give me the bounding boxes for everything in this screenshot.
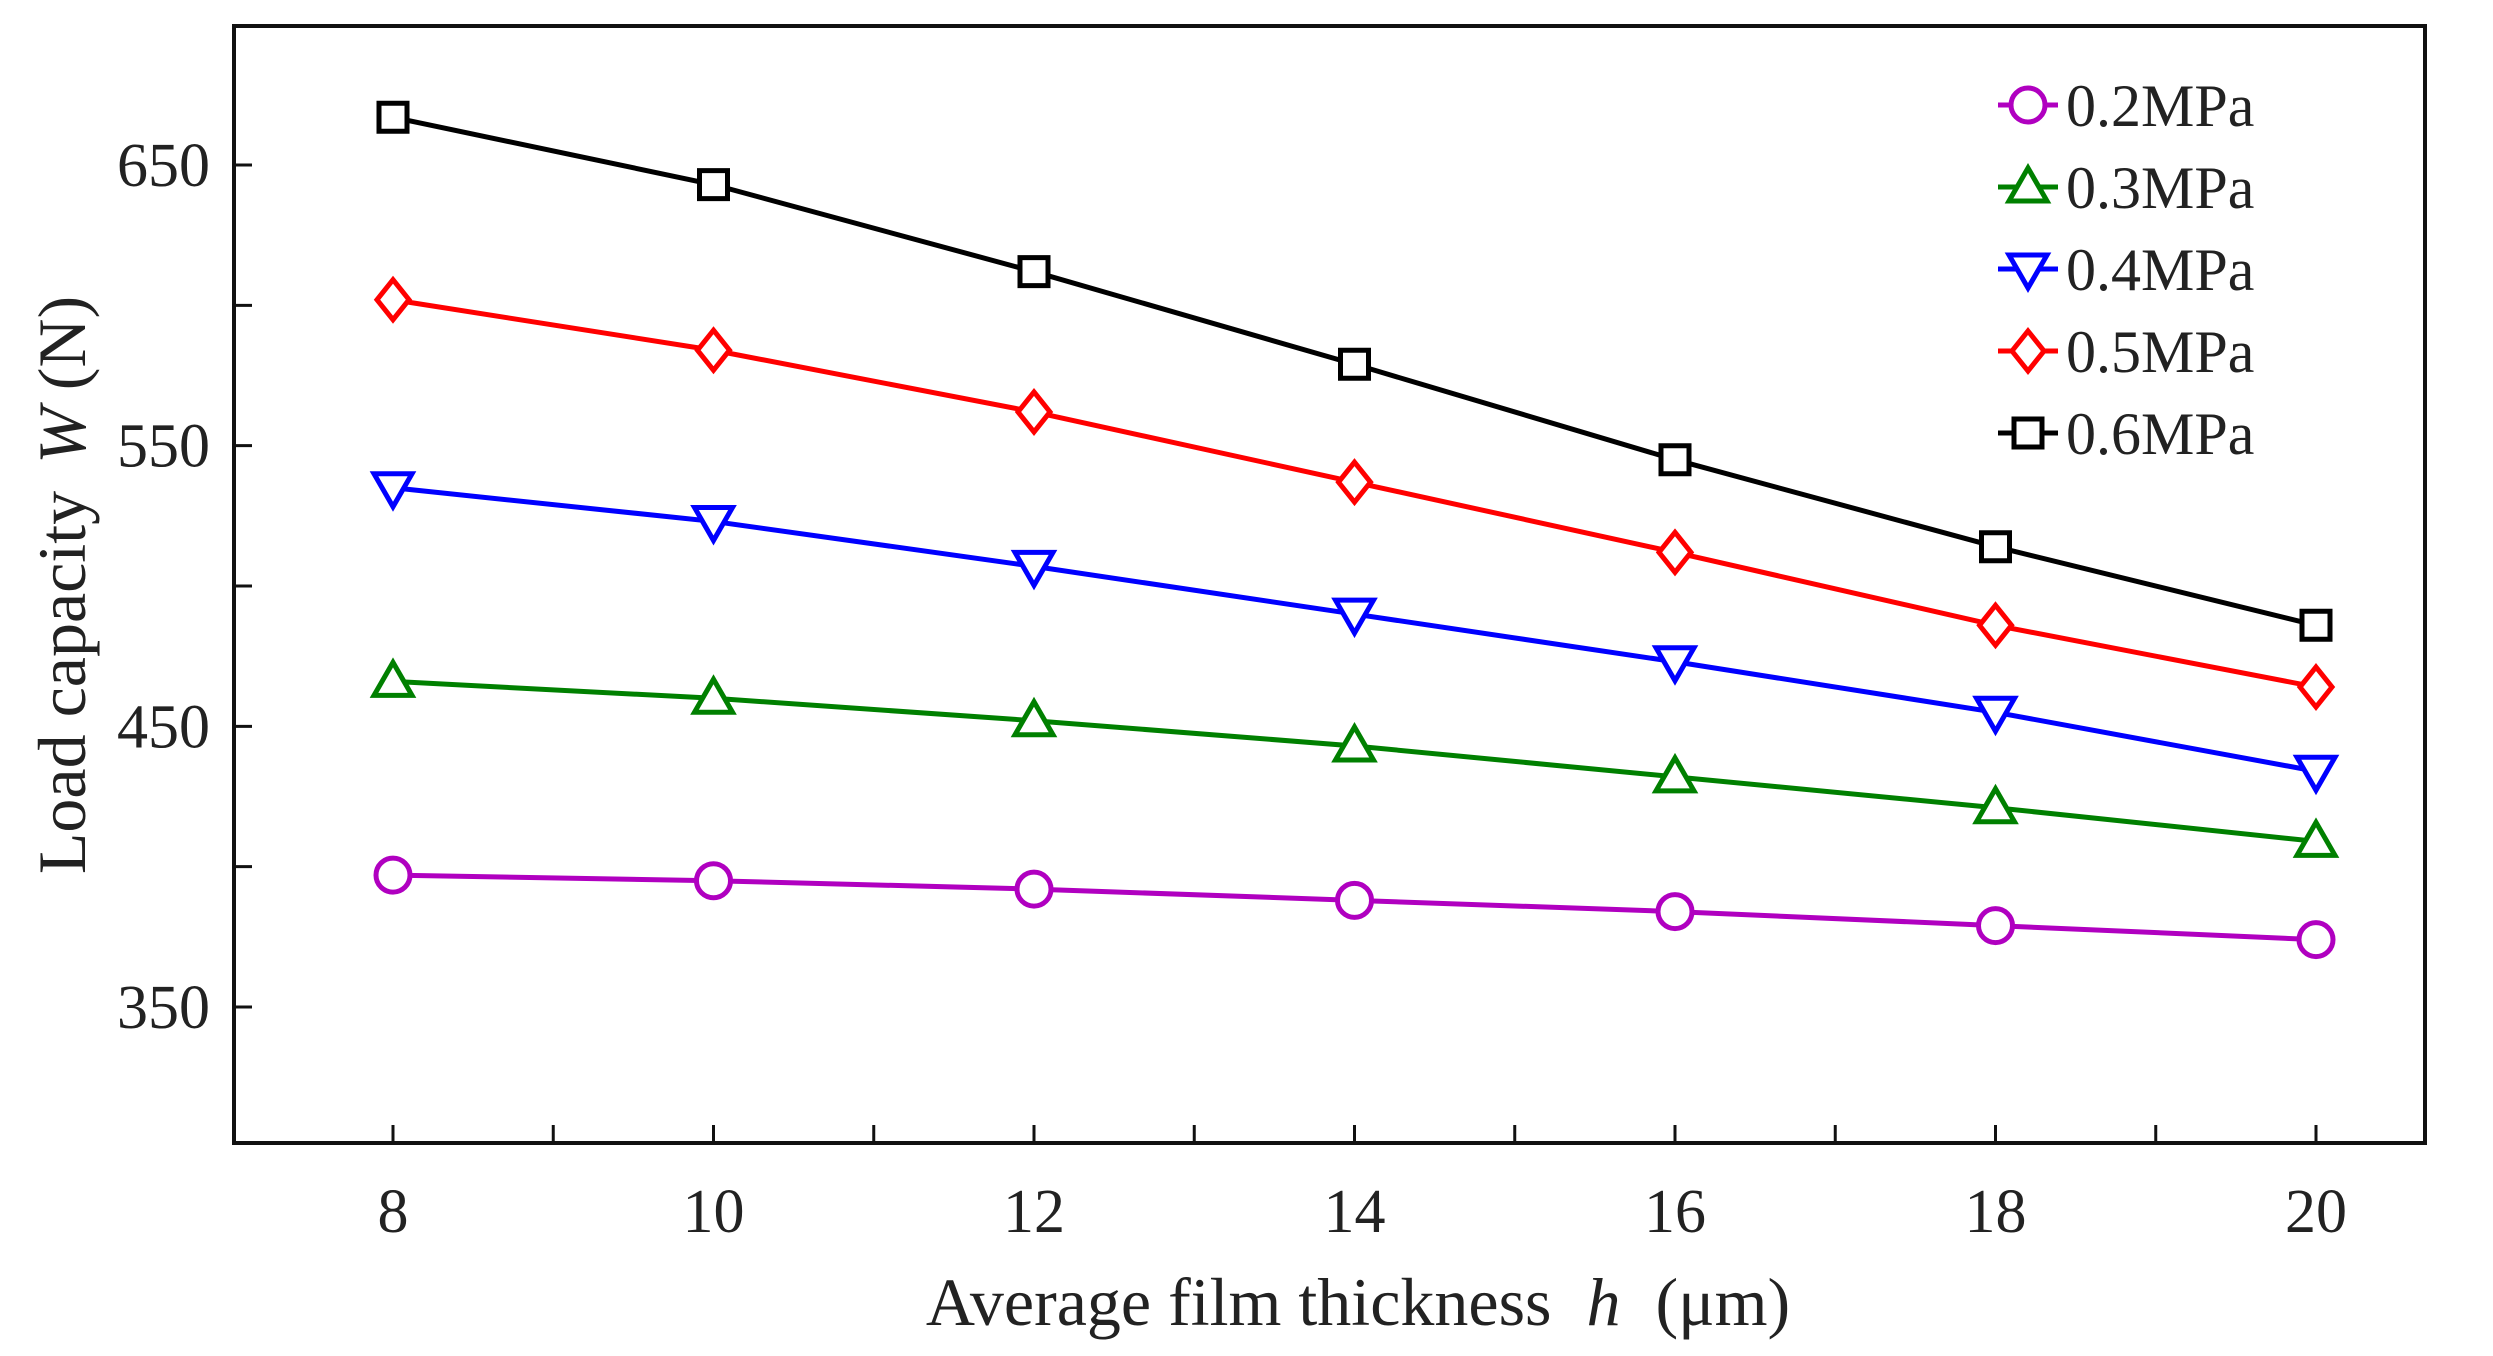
legend-label: 0.3MPa <box>2066 155 2254 221</box>
x-tick-label: 14 <box>1324 1178 1386 1246</box>
series-0.3MPa <box>369 657 2340 858</box>
data-point <box>1979 530 2012 564</box>
data-point <box>1014 387 1054 436</box>
x-tick-label: 8 <box>378 1178 409 1246</box>
data-point <box>1972 783 2019 825</box>
data-point <box>1014 869 1054 909</box>
x-tick-label: 10 <box>683 1178 745 1246</box>
data-point <box>1655 528 1695 577</box>
legend-marker <box>2011 416 2045 450</box>
axis-ticks: 8 10 12 14 16 18 20 350 450 550 650 <box>117 132 2347 1246</box>
legend-item: 0.4MPa <box>1998 237 2254 303</box>
data-point <box>1976 906 2015 946</box>
data-point <box>1335 458 1374 507</box>
data-point <box>1976 601 2015 650</box>
legend-marker <box>2008 85 2048 125</box>
data-point <box>2299 608 2333 642</box>
series-0.6MPa <box>376 100 2333 642</box>
data-point <box>369 657 417 698</box>
legend-label: 0.2MPa <box>2066 73 2254 139</box>
data-point <box>1338 347 1371 381</box>
legend-marker <box>2004 162 2052 204</box>
data-point <box>1651 752 1699 794</box>
data-point <box>1651 645 1699 686</box>
data-point <box>2296 920 2336 960</box>
legend: 0.2MPa 0.3MPa 0.4MPa 0.5MPa 0.6MPa <box>1998 73 2254 467</box>
x-axis-title-unit: (μm) <box>1656 1264 1791 1340</box>
data-point <box>1655 892 1695 932</box>
series-group <box>369 100 2340 960</box>
data-point <box>373 855 413 895</box>
data-point <box>373 275 413 324</box>
x-tick-label: 20 <box>2285 1178 2347 1246</box>
y-tick-label: 350 <box>117 974 210 1042</box>
y-tick-label: 450 <box>117 693 210 761</box>
data-point <box>2292 754 2340 796</box>
data-point <box>1658 443 1692 477</box>
x-axis-title-variable: h <box>1587 1264 1621 1340</box>
data-point <box>1331 721 1378 763</box>
data-point <box>690 504 737 546</box>
data-point <box>376 100 410 134</box>
legend-label: 0.5MPa <box>2066 319 2254 385</box>
legend-item: 0.6MPa <box>1998 401 2254 467</box>
data-point <box>1010 549 1058 591</box>
series-0.5MPa <box>373 275 2336 712</box>
series-0.4MPa <box>369 471 2340 796</box>
x-axis-title: Average film thickness h (μm) <box>926 1264 1790 1340</box>
data-point <box>694 861 733 901</box>
legend-item: 0.2MPa <box>1998 73 2254 139</box>
x-tick-label: 18 <box>1965 1178 2027 1246</box>
x-tick-label: 12 <box>1003 1178 1065 1246</box>
legend-marker <box>2004 252 2052 294</box>
legend-label: 0.6MPa <box>2066 401 2254 467</box>
legend-item: 0.5MPa <box>1998 319 2254 385</box>
legend-label: 0.4MPa <box>2066 237 2254 303</box>
data-point <box>1335 880 1374 920</box>
y-axis-title-variable: W <box>24 402 100 464</box>
series-0.2MPa <box>373 855 2336 960</box>
data-point <box>690 674 737 715</box>
y-axis-title-text: Load capacity <box>24 491 100 874</box>
legend-item: 0.3MPa <box>1998 155 2254 221</box>
data-point <box>1017 255 1051 289</box>
data-point <box>1010 696 1058 738</box>
y-tick-label: 550 <box>117 413 210 481</box>
y-axis-title: Load capacity W (N) <box>24 296 100 874</box>
data-point <box>694 326 733 375</box>
legend-marker <box>2008 326 2048 376</box>
data-point <box>697 168 730 202</box>
x-axis-title-text: Average film thickness <box>926 1264 1552 1340</box>
data-point <box>369 471 417 512</box>
data-point <box>1331 597 1378 639</box>
x-tick-label: 16 <box>1644 1178 1706 1246</box>
y-axis-title-unit: (N) <box>24 296 100 390</box>
data-point <box>1972 695 2019 737</box>
data-point <box>2296 663 2336 712</box>
data-point <box>2292 817 2340 858</box>
y-tick-label: 650 <box>117 132 210 200</box>
